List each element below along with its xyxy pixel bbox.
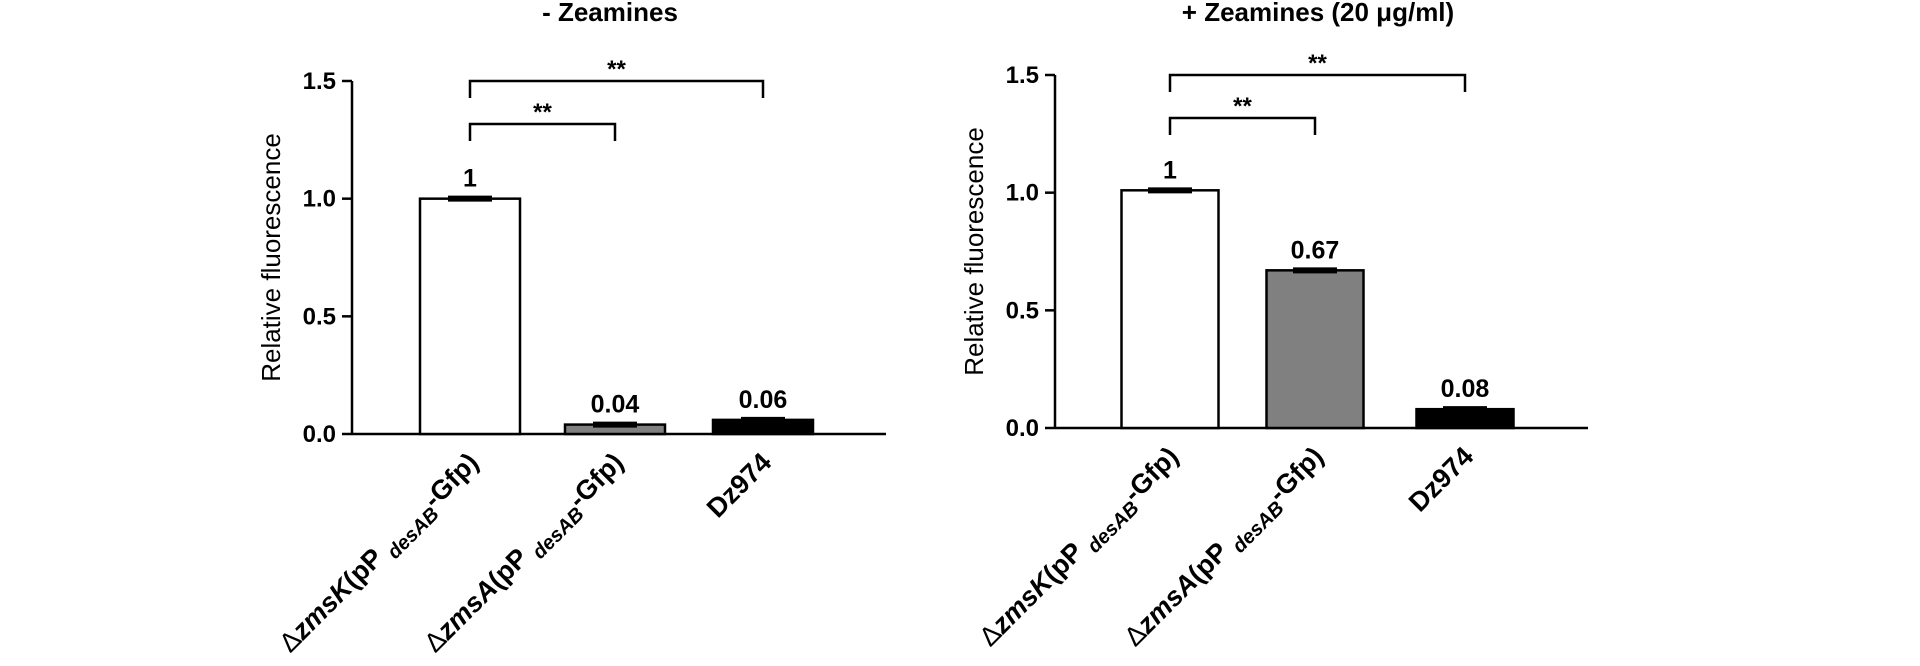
- y-tick-label: 0.0: [303, 421, 336, 448]
- bar-2: [1265, 269, 1365, 430]
- y-tick-label: 1.0: [303, 186, 336, 213]
- significance-label: **: [533, 99, 552, 126]
- chart-panel-1: - Zeamines Relative fluorescence 0.0 0.5 1.0…: [256, 0, 886, 658]
- significance-label: **: [607, 56, 626, 83]
- y-tick-label: 1.5: [303, 68, 336, 95]
- value-label: 0.08: [1441, 375, 1490, 403]
- y-tick-label: 1.5: [1006, 62, 1039, 89]
- value-label: 1: [463, 165, 477, 193]
- value-label: 0.06: [739, 386, 788, 414]
- chart-title: - Zeamines: [542, 0, 678, 27]
- category-label-3: Dz974: [1403, 441, 1479, 517]
- y-tick-label: 0.5: [303, 303, 336, 330]
- bar-1: [418, 197, 522, 436]
- chart-title: + Zeamines (20 μg/ml): [1182, 0, 1454, 27]
- y-tick-label: 1.0: [1006, 180, 1039, 207]
- significance-label: **: [1233, 93, 1252, 120]
- value-label: 0.67: [1291, 236, 1340, 264]
- chart-panel-2: + Zeamines (20 μg/ml) Relative fluorescen…: [959, 0, 1588, 652]
- significance-bracket: [1168, 73, 1467, 92]
- value-label: 0.04: [591, 391, 640, 419]
- significance-bracket: [468, 122, 617, 141]
- significance-bracket: [468, 79, 765, 98]
- significance-label: **: [1308, 50, 1327, 77]
- category-label-3: Dz974: [701, 447, 777, 523]
- y-axis-label: Relative fluorescence: [959, 127, 989, 376]
- bar-1: [1120, 189, 1220, 430]
- significance-bracket: [1168, 116, 1317, 135]
- y-tick-label: 0.0: [1006, 415, 1039, 442]
- value-label: 1: [1163, 156, 1177, 184]
- y-tick-label: 0.5: [1006, 297, 1039, 324]
- y-axis-label: Relative fluorescence: [256, 133, 286, 382]
